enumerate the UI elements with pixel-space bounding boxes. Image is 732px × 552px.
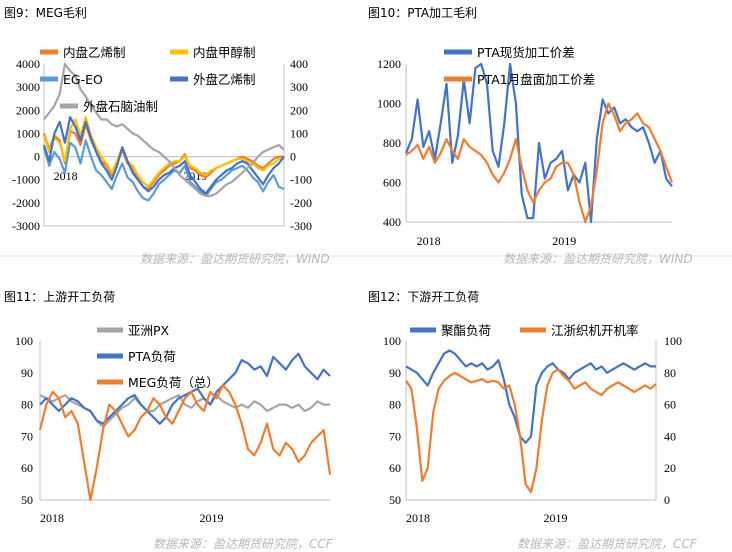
y-tick-label: -2000 (12, 196, 40, 210)
y-tick-label: 800 (383, 136, 401, 150)
y-tick-label: -3000 (12, 219, 40, 233)
y-right-tick-label: 60 (664, 398, 676, 412)
y-right-tick-label: -200 (290, 196, 312, 210)
legend-swatch (40, 76, 58, 82)
legend-label: 聚酯负荷 (441, 323, 491, 338)
panel4-source: 数据来源：盈达期货研究院，CCF (517, 537, 697, 551)
panel1-title: 图9：MEG毛利 (4, 6, 87, 20)
y-right-tick-label: 20 (664, 461, 676, 475)
series-line-3 (42, 116, 285, 195)
series-line-1 (42, 116, 284, 188)
panel2-title: 图10：PTA加工毛利 (368, 6, 478, 20)
y-tick-label: 50 (21, 493, 33, 507)
y-right-tick-label: -300 (290, 219, 312, 233)
legend-label: 外盘石脑油制 (83, 99, 158, 114)
legend-swatch (170, 76, 188, 82)
x-tick-label: 2018 (406, 511, 430, 525)
legend-label: 内盘乙烯制 (63, 45, 126, 60)
series-line-1 (39, 352, 331, 425)
y-right-tick-label: -100 (290, 173, 312, 187)
panel2-source: 数据来源：盈达期货研究院，WIND (503, 252, 693, 266)
y-tick-label: 60 (21, 461, 33, 475)
legend-label: PTA现货加工价差 (477, 45, 575, 60)
y-tick-label: 100 (383, 334, 401, 348)
series-line-1 (405, 368, 657, 494)
y-tick-label: 3000 (16, 80, 40, 94)
y-right-tick-label: 200 (290, 103, 308, 117)
y-right-tick-label: 100 (664, 334, 682, 348)
y-tick-label: 400 (383, 215, 401, 229)
legend-swatch (520, 327, 546, 333)
y-tick-label: 100 (15, 334, 33, 348)
y-right-tick-label: 100 (290, 126, 308, 140)
legend-label: PTA负荷 (128, 349, 176, 364)
panel4-title: 图12：下游开工负荷 (368, 290, 480, 304)
series-line-1 (405, 102, 674, 224)
legend-swatch (170, 49, 188, 55)
y-tick-label: 2000 (16, 103, 40, 117)
legend-label: 内盘甲醇制 (193, 45, 256, 60)
legend-swatch (97, 327, 123, 333)
y-tick-label: -1000 (12, 173, 40, 187)
y-tick-label: 80 (389, 398, 401, 412)
legend-label: 亚洲PX (128, 323, 170, 338)
series-line-4 (43, 62, 285, 197)
legend-swatch (60, 103, 78, 109)
legend-swatch (444, 76, 472, 82)
y-tick-label: 90 (389, 366, 401, 380)
x-tick-label: 2018 (40, 511, 64, 525)
legend-label: 外盘乙烯制 (193, 72, 256, 87)
y-right-tick-label: 400 (290, 57, 308, 71)
panel3-source: 数据来源：盈达期货研究院，CCF (153, 537, 333, 551)
x-tick-label: 2019 (552, 234, 576, 248)
legend-label: PTA1月盘面加工价差 (477, 72, 595, 87)
y-tick-label: 600 (383, 176, 401, 190)
series-line-0 (405, 349, 656, 444)
y-tick-label: 90 (21, 366, 33, 380)
y-tick-label: 4000 (16, 57, 40, 71)
series-line-2 (38, 384, 332, 502)
y-tick-label: 50 (389, 493, 401, 507)
legend-swatch (97, 353, 123, 359)
y-tick-label: 70 (389, 429, 401, 443)
panel3-title: 图11：上游开工负荷 (4, 290, 116, 304)
x-tick-label: 2018 (417, 234, 441, 248)
y-tick-label: 1000 (16, 126, 40, 140)
y-right-tick-label: 0 (664, 493, 670, 507)
x-tick-label: 2019 (200, 511, 224, 525)
y-right-tick-label: 300 (290, 80, 308, 94)
x-tick-label: 2019 (544, 511, 568, 525)
series-line-2 (42, 139, 285, 202)
y-tick-label: 1000 (377, 97, 401, 111)
legend-swatch (40, 49, 58, 55)
legend-label: 江浙织机开机率 (551, 323, 639, 338)
legend-label: MEG负荷（总） (128, 375, 219, 390)
y-right-tick-label: 0 (290, 150, 296, 164)
y-right-tick-label: 80 (664, 366, 676, 380)
panel1-source: 数据来源：盈达期货研究院，WIND (140, 252, 330, 266)
y-tick-label: 1200 (377, 57, 401, 71)
legend-swatch (444, 49, 472, 55)
y-tick-label: 80 (21, 398, 33, 412)
legend-swatch (410, 327, 436, 333)
y-tick-label: 0 (34, 150, 40, 164)
y-tick-label: 70 (21, 429, 33, 443)
legend-swatch (97, 379, 123, 385)
y-right-tick-label: 40 (664, 429, 676, 443)
x-tick-label: 2018 (54, 169, 78, 183)
y-tick-label: 60 (389, 461, 401, 475)
legend-label: EG-EO (63, 72, 103, 87)
